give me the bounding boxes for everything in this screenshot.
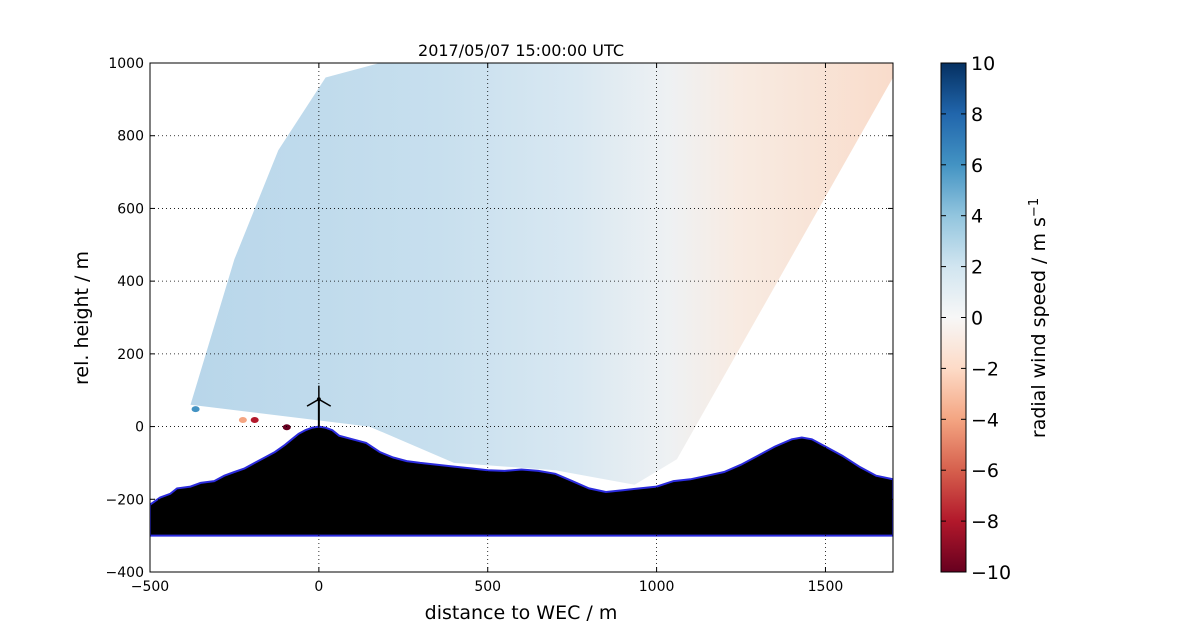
grid-lines	[150, 63, 893, 572]
colorbar-tick-label: −10	[971, 562, 1011, 584]
outlier-point	[191, 406, 200, 413]
colorbar-tick-label: −2	[971, 358, 999, 380]
x-axis-label: distance to WEC / m	[425, 602, 618, 624]
colorbar-label-exponent: −1	[1027, 198, 1042, 217]
chart-title: 2017/05/07 15:00:00 UTC	[418, 41, 624, 60]
y-axis-label: rel. height / m	[71, 251, 93, 385]
colorbar-tick-label: 8	[971, 104, 983, 126]
x-tick-label: 0	[314, 579, 323, 595]
colorbar-tick-label: 6	[971, 155, 983, 177]
colorbar-tick-label: −6	[971, 460, 999, 482]
colorbar-label-text: radial wind speed / m s	[1028, 217, 1050, 438]
y-axis: −400 −200 0 200 400 600 800 1000	[106, 56, 893, 581]
colorbar-tick-label: 10	[971, 53, 995, 75]
x-tick-label: 1000	[639, 579, 675, 595]
plot-frame	[149, 62, 894, 573]
terrain-profile	[150, 425, 893, 537]
y-tick-label: 400	[117, 274, 144, 290]
terrain	[150, 425, 893, 537]
x-tick-label: 500	[474, 579, 501, 595]
colorbar-label: radial wind speed / m s−1	[1027, 198, 1051, 438]
y-tick-label: −400	[106, 565, 144, 581]
colorbar-ticks: −10 −8 −6 −4 −2 0 2 4 6 8 10	[941, 53, 1011, 584]
turbine-blade	[318, 398, 332, 407]
y-tick-label: 200	[117, 347, 144, 363]
x-tick-label: 1500	[808, 579, 844, 595]
outlier-point	[282, 424, 291, 431]
colorbar-tick-label: −4	[971, 409, 999, 431]
x-axis: −500 0 500 1000 1500	[131, 63, 844, 595]
outlier-point	[250, 417, 259, 424]
x-tick-label: −500	[131, 579, 169, 595]
plot-area	[150, 63, 893, 537]
y-tick-label: 0	[135, 420, 144, 436]
outlier-points	[191, 406, 291, 431]
y-tick-label: 1000	[108, 56, 144, 72]
y-tick-label: 800	[117, 129, 144, 145]
y-tick-label: −200	[106, 492, 144, 508]
colorbar-tick-label: 2	[971, 257, 983, 279]
colorbar-tick-label: 4	[971, 206, 983, 228]
turbine-blade	[306, 398, 320, 407]
scan-sector-wind-field	[190, 63, 893, 485]
colorbar-tick-label: 0	[971, 308, 983, 330]
y-tick-label: 600	[117, 201, 144, 217]
outlier-point	[238, 417, 247, 424]
colorbar-tick-label: −8	[971, 511, 999, 533]
colorbar: −10 −8 −6 −4 −2 0 2 4 6 8 10 radial wind speed / m…	[940, 53, 1051, 584]
